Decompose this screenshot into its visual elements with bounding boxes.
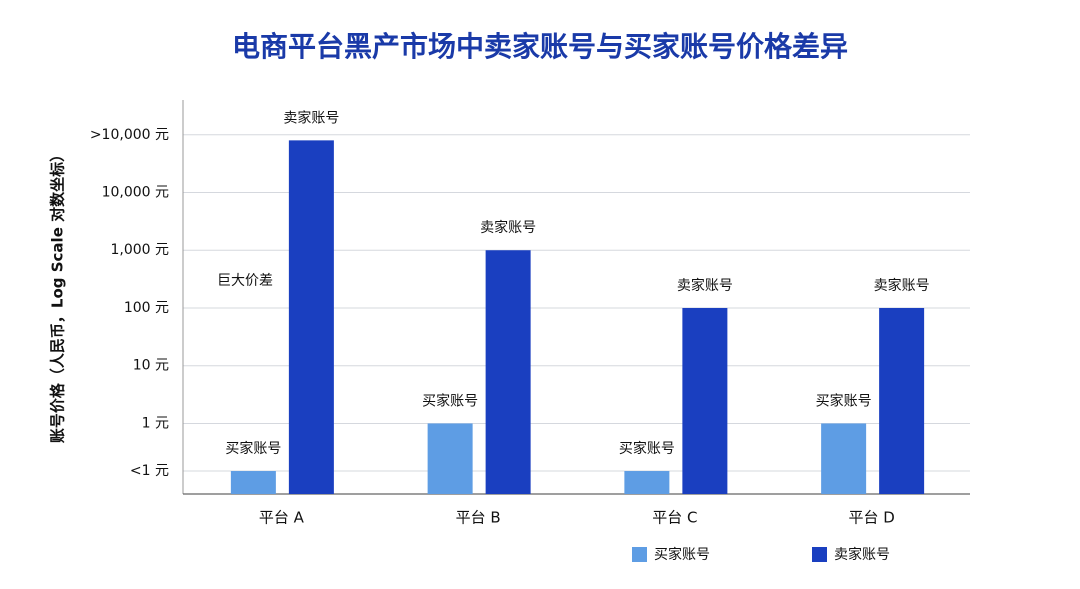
bar (427, 423, 473, 494)
y-tick-label: 100 元 (124, 300, 169, 316)
x-tick-label: 平台 B (456, 509, 501, 527)
bar (230, 471, 276, 494)
bar (624, 471, 670, 494)
bar (682, 307, 728, 494)
y-tick-label: <1 元 (130, 463, 169, 479)
annotation: 巨大价差 (217, 273, 273, 289)
y-tick-label: 1,000 元 (110, 242, 169, 258)
y-tick-label: 1 元 (142, 415, 169, 431)
legend-label: 卖家账号 (834, 546, 890, 563)
y-tick-label: 10 元 (133, 358, 169, 374)
legend-label: 买家账号 (654, 546, 710, 563)
data-label: 卖家账号 (283, 109, 339, 126)
bar (821, 423, 867, 494)
data-label: 买家账号 (816, 392, 872, 409)
data-label: 买家账号 (422, 392, 478, 409)
legend-swatch (632, 547, 647, 562)
x-tick-label: 平台 D (848, 509, 894, 527)
data-label: 卖家账号 (874, 277, 930, 294)
data-label: 卖家账号 (480, 219, 536, 236)
chart-title: 电商平台黑产市场中卖家账号与买家账号价格差异 (232, 30, 848, 63)
x-tick-label: 平台 C (652, 509, 697, 527)
data-label: 买家账号 (619, 440, 675, 457)
bar (879, 307, 925, 494)
legend-swatch (812, 547, 827, 562)
data-label: 卖家账号 (677, 277, 733, 294)
y-axis-label: 账号价格（人民币，Log Scale 对数坐标） (49, 147, 67, 443)
bar (288, 140, 334, 495)
y-tick-label: >10,000 元 (90, 127, 169, 143)
y-tick-label: 10,000 元 (102, 185, 169, 201)
bar (485, 250, 531, 494)
x-tick-label: 平台 A (259, 509, 305, 527)
data-label: 买家账号 (225, 440, 281, 457)
